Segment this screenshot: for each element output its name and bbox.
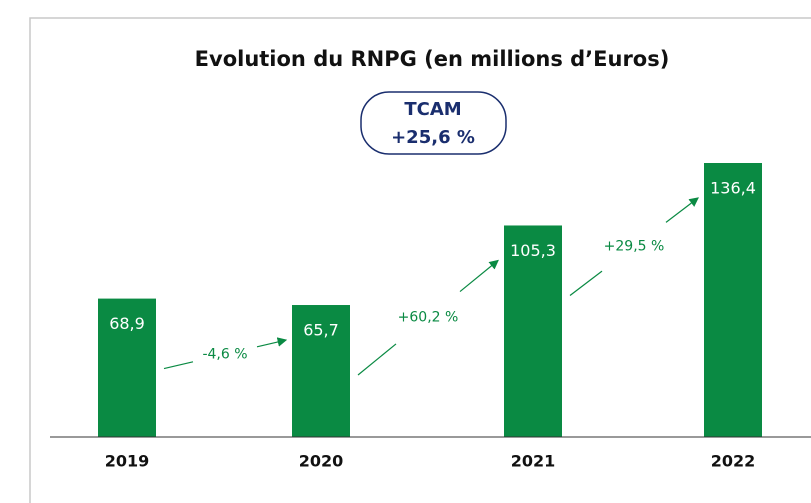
- arrow: [256, 337, 288, 348]
- arrow: [357, 343, 397, 376]
- arrow: [569, 270, 603, 296]
- value-label: 65,7: [303, 321, 339, 340]
- value-label: 68,9: [109, 314, 145, 333]
- arrow: [163, 361, 194, 370]
- chart-title: Evolution du RNPG (en millions d’Euros): [195, 47, 670, 71]
- x-tick-label: 2022: [711, 452, 756, 471]
- value-label: 105,3: [510, 241, 556, 260]
- bar: [98, 298, 156, 437]
- value-label: 136,4: [710, 179, 756, 198]
- badge-value: +25,6 %: [391, 127, 475, 148]
- arrow: [459, 259, 499, 293]
- badge-title: TCAM: [404, 99, 461, 120]
- arrow: [665, 197, 699, 223]
- bar: [704, 163, 762, 437]
- x-tick-label: 2021: [511, 452, 556, 471]
- x-tick-label: 2019: [105, 452, 150, 471]
- growth-label: +29,5 %: [604, 239, 665, 255]
- bar: [504, 225, 562, 437]
- growth-label: -4,6 %: [202, 346, 247, 362]
- badge: [360, 91, 507, 155]
- bar: [292, 305, 350, 437]
- x-tick-label: 2020: [299, 452, 344, 471]
- growth-label: +60,2 %: [398, 310, 459, 326]
